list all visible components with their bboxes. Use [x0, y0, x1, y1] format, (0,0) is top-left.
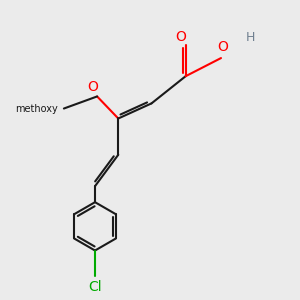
- Text: methoxy: methoxy: [15, 103, 58, 113]
- Text: H: H: [246, 31, 255, 44]
- Text: Cl: Cl: [88, 280, 102, 294]
- Text: O: O: [176, 30, 187, 44]
- Text: O: O: [217, 40, 228, 54]
- Text: O: O: [87, 80, 98, 94]
